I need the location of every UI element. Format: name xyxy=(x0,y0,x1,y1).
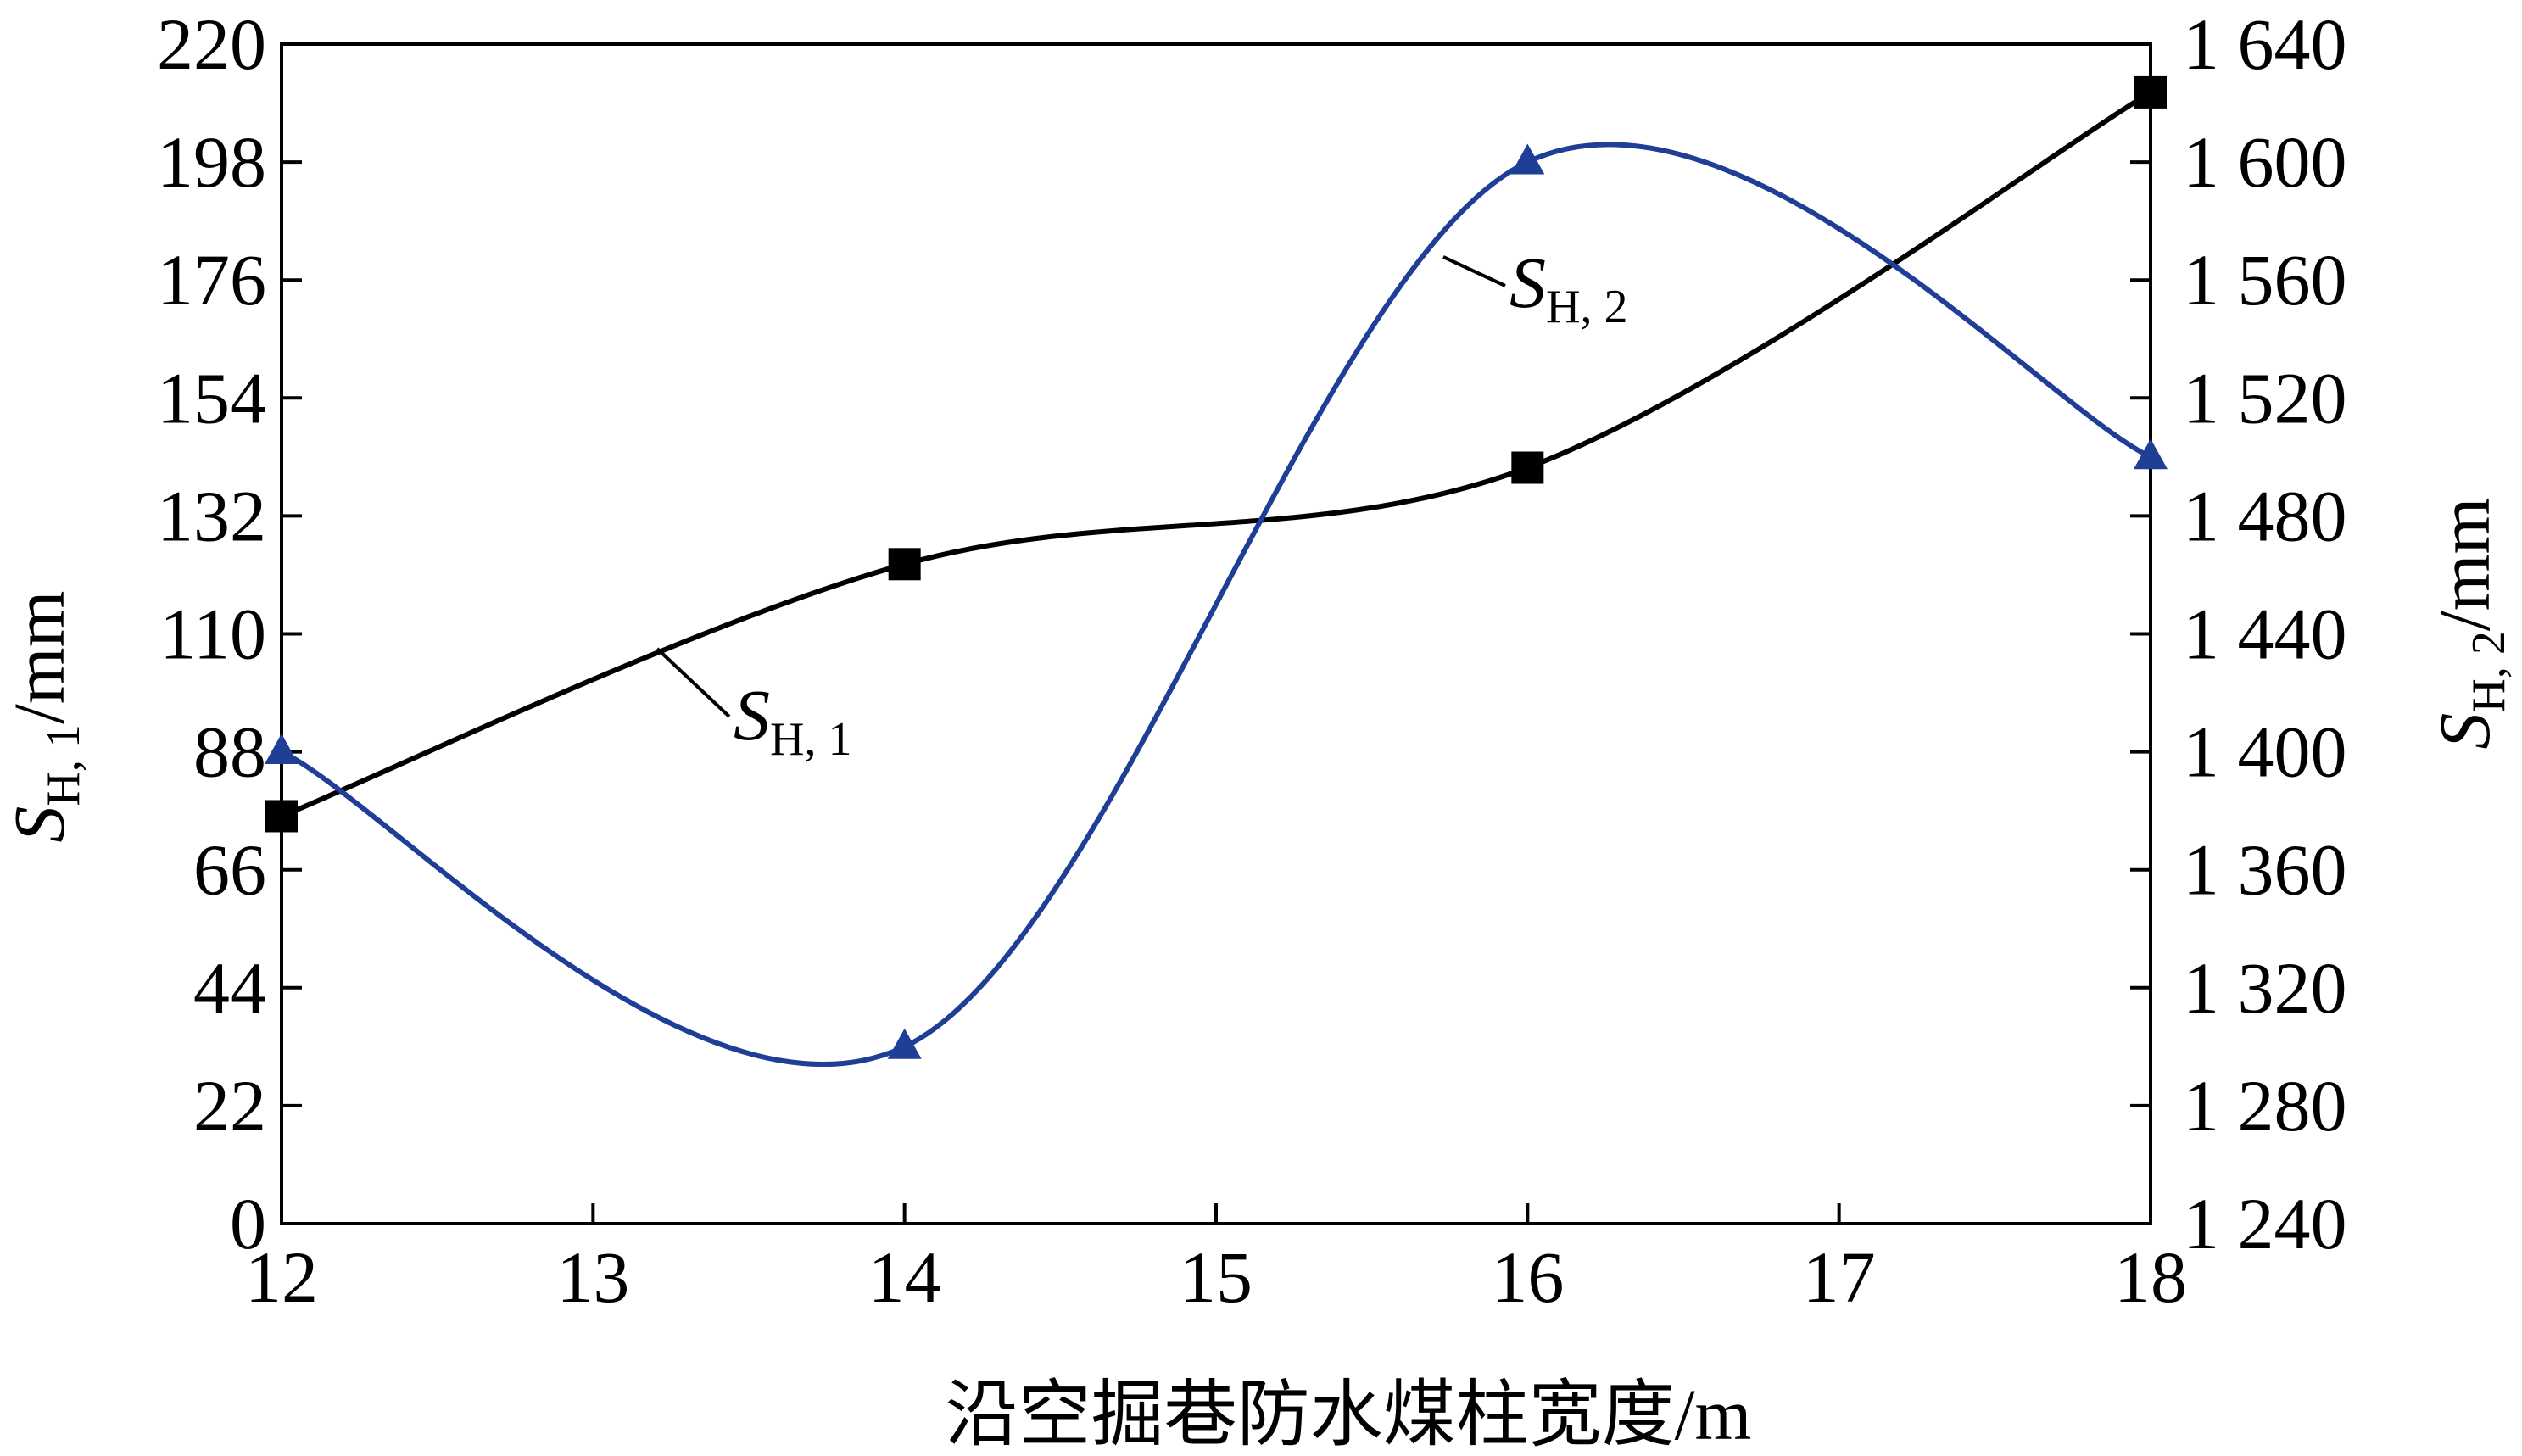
series-2-point xyxy=(887,1028,922,1059)
series-1-label: SH, 1 xyxy=(734,674,851,766)
y-left-tick-label: 0 xyxy=(230,1183,266,1264)
series-2-label: SH, 2 xyxy=(1509,242,1627,333)
labels-layer: 沿空掘巷防水煤柱宽度/m SH, 1/mm SH, 2/mm SH, 1 SH,… xyxy=(0,242,2515,1455)
y-left-title-subscript: H, 1 xyxy=(37,724,90,806)
axes: 12 13 14 15 16 17 18 0 22 44 66 88 110 132 154 176 198 22… xyxy=(157,3,2347,1318)
y-right-tick-label: 1 360 xyxy=(2183,829,2347,911)
y-right-tick-label: 1 520 xyxy=(2183,357,2347,438)
series-1-label-symbol: S xyxy=(734,674,770,756)
y-right-title-symbol: S xyxy=(2424,713,2505,750)
x-axis-title: 沿空掘巷防水煤柱宽度/m xyxy=(946,1374,1752,1452)
y-left-tick-label: 88 xyxy=(193,711,266,793)
series-1-label-subscript: H, 1 xyxy=(770,713,851,766)
plot-frame xyxy=(280,42,2152,1225)
y-right-tick-label: 1 240 xyxy=(2183,1183,2347,1264)
y-left-tick-label: 22 xyxy=(193,1065,266,1146)
series-2-point xyxy=(1510,143,1545,175)
x-tick-label: 17 xyxy=(1803,1236,1876,1318)
y-left-title-symbol: S xyxy=(0,806,80,843)
series-layer xyxy=(265,75,2168,1068)
y-right-axis-title: SH, 2/mm xyxy=(2424,497,2515,749)
y-left-tick-label: 110 xyxy=(159,594,266,675)
x-tick-label: 14 xyxy=(868,1236,941,1318)
x-tick-label: 15 xyxy=(1180,1236,1253,1318)
series-2-leader-line xyxy=(1442,255,1506,287)
x-tick-label: 18 xyxy=(2114,1236,2187,1318)
y-right-tick-label: 1 600 xyxy=(2183,121,2347,203)
y-left-axis-title: SH, 1/mm xyxy=(0,590,90,842)
y-left-tick-label: 198 xyxy=(157,121,266,203)
series-1-point xyxy=(1511,451,1544,484)
x-tick-label: 12 xyxy=(245,1236,318,1318)
y-right-tick-label: 1 440 xyxy=(2183,594,2347,675)
y-left-tick-label: 132 xyxy=(157,475,266,556)
series-2-label-subscript: H, 2 xyxy=(1546,281,1627,333)
y-left-tick-label: 154 xyxy=(157,357,266,438)
x-tick-label: 13 xyxy=(556,1236,629,1318)
series-1-point xyxy=(2134,75,2167,109)
y-right-tick-label: 1 400 xyxy=(2183,711,2347,793)
series-2-line xyxy=(280,142,2152,1068)
x-tick-label: 16 xyxy=(1491,1236,1564,1318)
y-right-tick-label: 1 480 xyxy=(2183,475,2347,556)
y-left-title-unit: /mm xyxy=(0,590,80,724)
y-left-tick-label: 220 xyxy=(157,3,266,85)
y-left-tick-label: 66 xyxy=(193,829,266,911)
y-left-tick-label: 44 xyxy=(193,947,266,1029)
y-right-tick-label: 1 640 xyxy=(2183,3,2347,85)
series-1-leader-line xyxy=(656,647,731,718)
series-2-label-symbol: S xyxy=(1509,242,1546,323)
series-1-point xyxy=(265,800,298,833)
y-right-tick-label: 1 560 xyxy=(2183,239,2347,321)
series-1-line xyxy=(280,90,2152,819)
y-right-tick-label: 1 320 xyxy=(2183,947,2347,1029)
y-left-tick-label: 176 xyxy=(157,239,266,321)
series-2-point xyxy=(2134,438,2168,470)
series-2-point xyxy=(265,734,299,764)
y-right-title-subscript: H, 2 xyxy=(2463,631,2515,712)
y-right-tick-label: 1 280 xyxy=(2183,1065,2347,1146)
y-right-title-unit: /mm xyxy=(2424,497,2505,631)
series-1-point xyxy=(888,548,921,581)
